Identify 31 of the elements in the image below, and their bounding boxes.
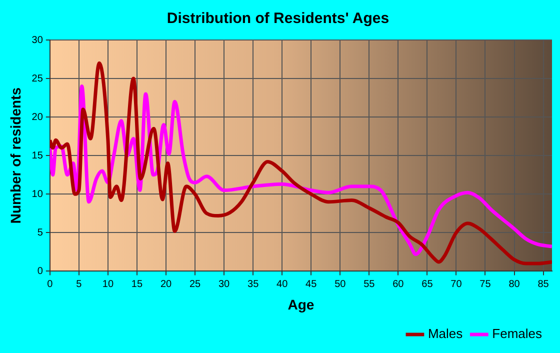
x-tick-label: 40 (276, 278, 288, 290)
legend-label: Males (428, 326, 464, 342)
x-tick-label: 85 (538, 278, 550, 290)
line-series (50, 61, 552, 266)
y-axis-title: Number of residents (7, 87, 24, 224)
x-tick-label: 50 (334, 278, 346, 290)
x-tick-label: 45 (306, 278, 318, 290)
x-tick-label: 65 (422, 278, 434, 290)
x-tick-label: 70 (450, 278, 462, 290)
x-tick-label: 30 (218, 278, 230, 290)
y-tick-label: 20 (32, 112, 44, 123)
x-tick-label: 25 (189, 278, 202, 290)
x-tick-label: 75 (480, 278, 492, 290)
y-tick-label: 15 (32, 150, 44, 162)
y-tick-label: 5 (37, 227, 44, 238)
x-tick-label: 0 (47, 278, 54, 290)
legend-label: Females (492, 326, 542, 342)
y-tick-label: 25 (32, 73, 44, 84)
y-tick-label: 10 (32, 188, 44, 200)
x-tick-label: 55 (364, 278, 376, 290)
x-tick-label: 35 (248, 278, 260, 290)
x-tick-label: 60 (392, 278, 404, 290)
x-axis-title: Age (288, 296, 314, 312)
x-tick-label: 10 (102, 278, 114, 290)
x-tick-label: 80 (508, 278, 520, 290)
x-tick-label: 5 (76, 278, 82, 290)
x-tick-label: 15 (131, 278, 143, 290)
y-tick-label: 30 (32, 34, 44, 46)
x-tick-label: 20 (160, 278, 172, 290)
chart-title: Distribution of Residents' Ages (166, 10, 390, 28)
y-tick-label: 0 (37, 266, 44, 277)
